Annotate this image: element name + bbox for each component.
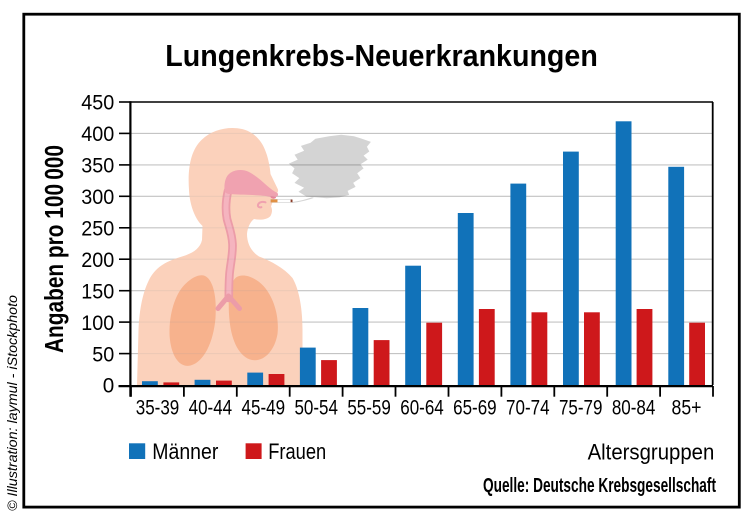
svg-text:40-44: 40-44 xyxy=(189,396,233,420)
svg-text:60-64: 60-64 xyxy=(400,396,444,420)
svg-text:100: 100 xyxy=(81,312,114,335)
svg-text:85+: 85+ xyxy=(672,396,702,420)
svg-text:45-49: 45-49 xyxy=(242,396,286,420)
svg-text:Lungenkrebs-Neuerkrankungen: Lungenkrebs-Neuerkrankungen xyxy=(165,38,598,73)
svg-text:75-79: 75-79 xyxy=(559,396,603,420)
svg-text:200: 200 xyxy=(81,249,114,272)
svg-text:300: 300 xyxy=(81,186,114,209)
svg-text:250: 250 xyxy=(81,218,114,241)
svg-text:400: 400 xyxy=(81,123,114,146)
svg-text:© Illustration: laymul - iStoc: © Illustration: laymul - iStockphoto xyxy=(5,294,20,511)
svg-text:150: 150 xyxy=(81,280,114,303)
svg-text:0: 0 xyxy=(103,375,115,398)
svg-text:350: 350 xyxy=(81,155,114,178)
svg-text:35-39: 35-39 xyxy=(136,396,180,420)
svg-text:70-74: 70-74 xyxy=(506,396,550,420)
svg-text:Quelle: Deutsche Krebsgesellsc: Quelle: Deutsche Krebsgesellschaft xyxy=(483,475,716,497)
svg-text:65-69: 65-69 xyxy=(453,396,497,420)
svg-text:55-59: 55-59 xyxy=(347,396,391,420)
svg-text:50-54: 50-54 xyxy=(294,396,338,420)
svg-text:Angaben pro 100 000: Angaben pro 100 000 xyxy=(39,145,69,353)
svg-text:50: 50 xyxy=(92,343,114,366)
svg-text:80-84: 80-84 xyxy=(612,396,656,420)
svg-text:Männer: Männer xyxy=(152,439,218,464)
svg-text:Altersgruppen: Altersgruppen xyxy=(588,439,715,464)
svg-text:Frauen: Frauen xyxy=(268,439,326,464)
svg-text:450: 450 xyxy=(81,92,114,115)
